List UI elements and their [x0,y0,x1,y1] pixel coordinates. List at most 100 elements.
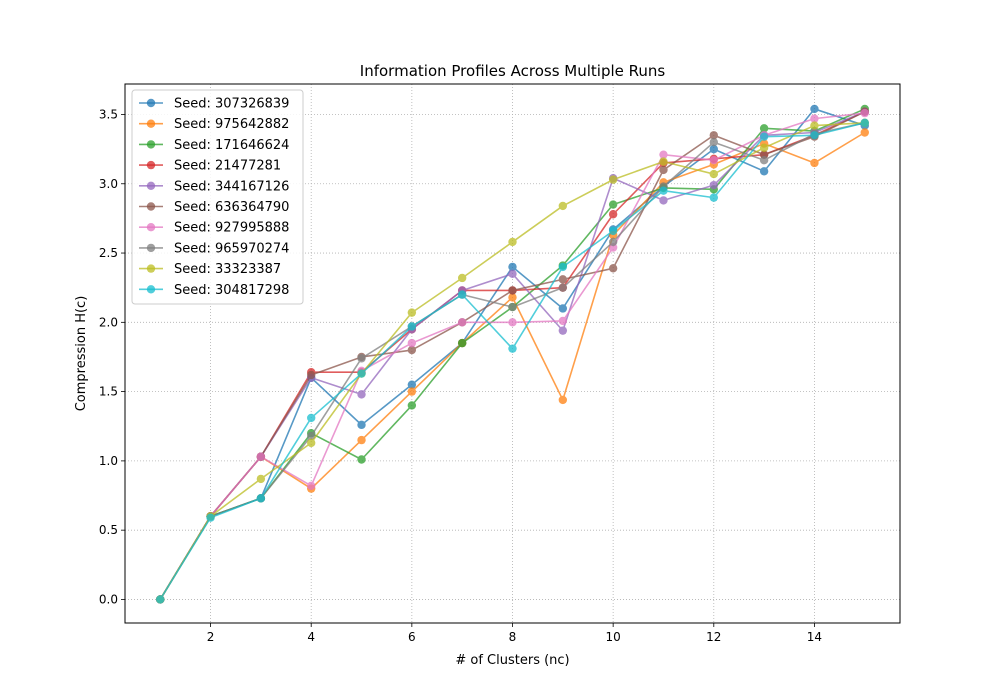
data-point [558,262,568,272]
x-tick-label: 10 [606,630,621,644]
legend-item: Seed: 171646624 [139,138,289,153]
y-tick-label: 3.0 [99,177,118,191]
legend-label: Seed: 307326839 [174,97,289,112]
data-point [860,108,869,118]
data-point [256,494,266,503]
data-point [759,132,769,141]
legend-marker [146,160,156,170]
data-point [860,128,869,137]
series-lines [156,104,869,604]
data-point [357,369,366,378]
legend-label: Seed: 636364790 [174,200,289,215]
data-point [156,595,165,604]
data-point [659,186,668,195]
data-point [608,264,618,273]
legend-item: Seed: 33323387 [139,262,281,277]
data-point [608,200,618,209]
data-point [457,338,467,348]
legend-item: Seed: 21477281 [139,159,281,174]
data-point [659,165,668,175]
y-tick-label: 1.5 [99,385,118,399]
data-point [508,286,517,295]
data-point [457,318,467,327]
data-point [759,143,769,152]
legend-item: Seed: 307326839 [139,97,289,112]
data-point [357,354,366,363]
y-tick-label: 2.5 [99,246,118,260]
legend-marker [146,285,156,294]
legend-label: Seed: 927995888 [174,221,289,236]
x-axis-label: # of Clusters (nc) [455,653,569,668]
data-point [709,137,718,147]
legend-marker [146,140,156,149]
legend-label: Seed: 21477281 [174,159,281,174]
data-point [759,167,769,176]
legend-marker [146,264,156,273]
x-tick-label: 12 [706,630,721,644]
data-point [307,370,316,380]
data-point [407,338,417,348]
y-axis-label: Compression H(c) [74,296,89,412]
data-point [709,144,718,154]
legend-item: Seed: 304817298 [139,283,289,298]
y-tick-label: 0.0 [99,592,118,606]
data-point [709,131,718,140]
data-point [608,237,618,247]
legend-marker [146,181,156,190]
data-point [307,431,316,441]
legend-label: Seed: 171646624 [174,138,289,153]
data-point [810,104,819,114]
data-point [508,269,517,279]
data-point [508,262,517,272]
series-10 [156,118,869,604]
data-point [608,226,618,236]
data-point [860,118,869,127]
x-tick-label: 4 [307,630,315,644]
data-point [508,293,517,302]
data-point [407,380,417,389]
data-point [558,275,568,284]
data-point [508,302,517,312]
data-point [307,413,316,423]
data-point [659,196,668,205]
data-point [508,318,517,327]
legend: Seed: 307326839 Seed: 975642882 Seed: 1716… [131,89,304,305]
data-point [810,114,819,123]
data-point [357,390,366,399]
legend-marker [146,202,156,211]
data-point [407,401,417,410]
chart-title: Information Profiles Across Multiple Run… [360,62,666,80]
legend-label: Seed: 975642882 [174,117,289,132]
data-point [709,180,718,190]
y-tick-label: 0.5 [99,523,118,537]
legend-marker [146,223,156,232]
data-point [558,283,568,292]
data-point [709,193,718,202]
legend-marker [146,243,156,253]
data-point [407,387,417,396]
data-point [457,273,467,283]
data-point [810,131,819,140]
legend-marker [146,119,156,128]
data-point [608,210,618,219]
legend-box [131,89,304,305]
data-point [810,121,819,130]
data-point [256,452,266,461]
data-point [508,237,517,247]
y-tick-label: 1.0 [99,454,118,468]
x-tick-label: 2 [207,630,215,644]
legend-item: Seed: 975642882 [139,117,289,132]
legend-item: Seed: 927995888 [139,221,289,236]
data-point [357,455,366,464]
y-tick-label: 3.5 [99,107,118,121]
legend-marker [146,98,156,108]
x-tick-label: 6 [408,630,416,644]
data-point [407,345,417,355]
y-tick-label: 2.0 [99,315,118,329]
data-point [307,438,316,448]
data-point [407,322,417,331]
legend-label: Seed: 344167126 [174,179,289,194]
data-point [709,169,718,179]
data-point [709,156,718,165]
